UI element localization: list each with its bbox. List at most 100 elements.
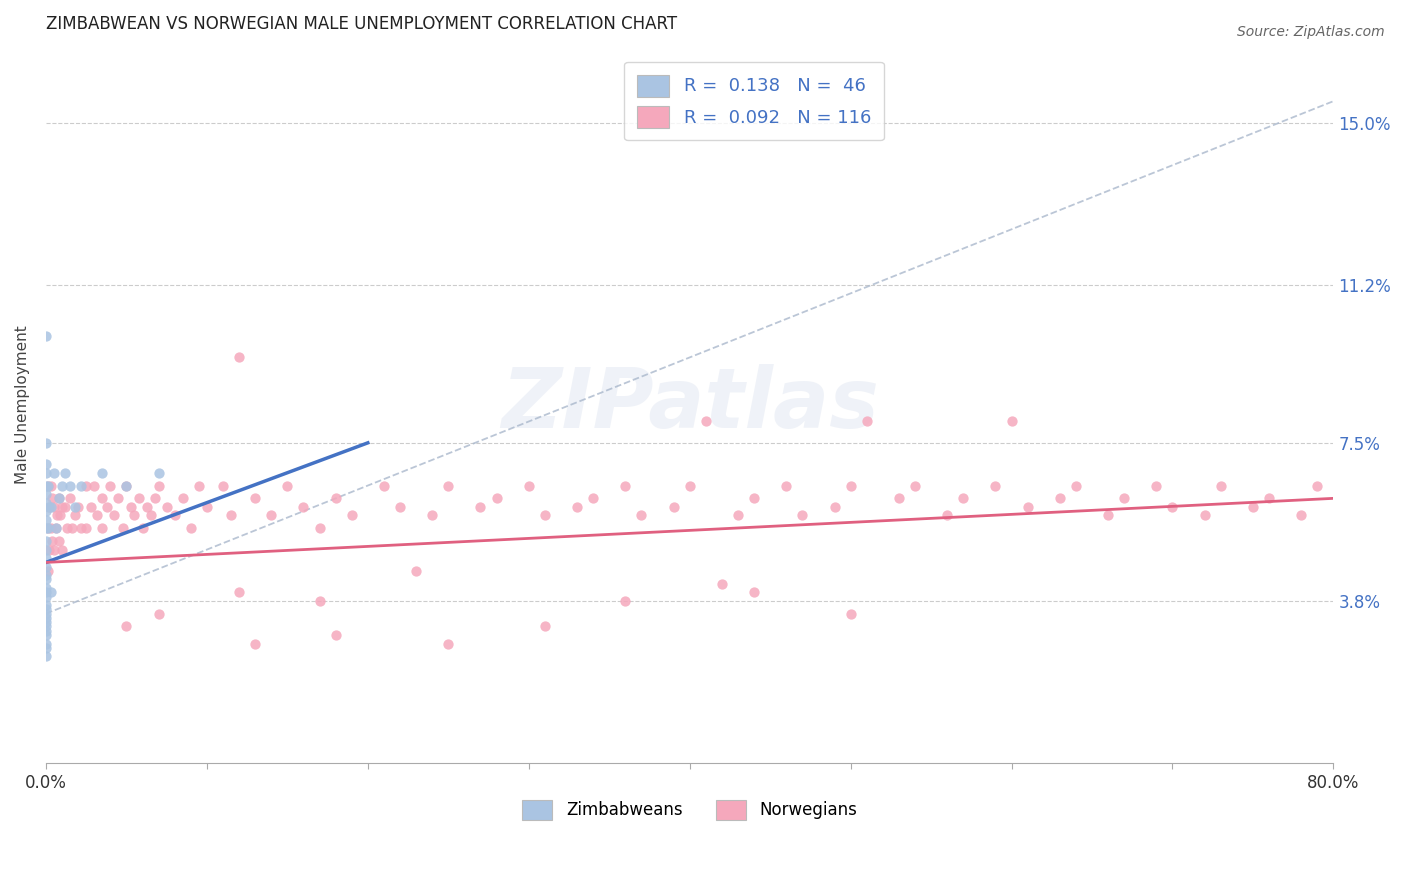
Point <box>887 491 910 506</box>
Point <box>139 508 162 523</box>
Point <box>742 491 765 506</box>
Point <box>35 581 58 595</box>
Point <box>35 649 58 664</box>
Point <box>35 585 58 599</box>
Point <box>420 508 443 523</box>
Point <box>98 478 121 492</box>
Point <box>517 478 540 492</box>
Point <box>1209 478 1232 492</box>
Point <box>485 491 508 506</box>
Point <box>1241 500 1264 514</box>
Point <box>45 521 67 535</box>
Point <box>115 478 138 492</box>
Point <box>39 521 62 535</box>
Point <box>148 466 170 480</box>
Point <box>42 500 65 514</box>
Point <box>228 351 250 365</box>
Point <box>775 478 797 492</box>
Point <box>35 329 58 343</box>
Point <box>35 624 58 638</box>
Point <box>276 478 298 492</box>
Text: ZIPatlas: ZIPatlas <box>501 364 879 445</box>
Point <box>839 607 862 621</box>
Point <box>48 491 70 506</box>
Point <box>373 478 395 492</box>
Point <box>148 607 170 621</box>
Point <box>308 594 330 608</box>
Point <box>952 491 974 506</box>
Point <box>63 508 86 523</box>
Point <box>308 521 330 535</box>
Text: Source: ZipAtlas.com: Source: ZipAtlas.com <box>1237 25 1385 39</box>
Point <box>148 478 170 492</box>
Point <box>405 564 427 578</box>
Point <box>103 508 125 523</box>
Point <box>1114 491 1136 506</box>
Point <box>91 521 114 535</box>
Point <box>35 534 58 549</box>
Point <box>38 500 60 514</box>
Legend: Zimbabweans, Norwegians: Zimbabweans, Norwegians <box>516 793 863 827</box>
Point <box>59 491 82 506</box>
Point <box>35 615 58 630</box>
Point <box>115 619 138 633</box>
Point <box>80 500 103 514</box>
Point <box>340 508 363 523</box>
Point <box>37 564 59 578</box>
Point <box>35 607 58 621</box>
Point <box>839 478 862 492</box>
Point <box>83 478 105 492</box>
Point <box>48 491 70 506</box>
Point <box>112 521 135 535</box>
Point <box>35 590 58 604</box>
Point <box>35 521 58 535</box>
Point <box>742 585 765 599</box>
Point <box>1258 491 1281 506</box>
Point <box>39 478 62 492</box>
Point <box>710 576 733 591</box>
Point <box>63 500 86 514</box>
Point <box>904 478 927 492</box>
Point <box>260 508 283 523</box>
Point <box>35 619 58 633</box>
Text: ZIMBABWEAN VS NORWEGIAN MALE UNEMPLOYMENT CORRELATION CHART: ZIMBABWEAN VS NORWEGIAN MALE UNEMPLOYMEN… <box>46 15 678 33</box>
Point <box>1144 478 1167 492</box>
Point <box>437 478 460 492</box>
Point <box>59 478 82 492</box>
Point <box>534 508 557 523</box>
Point <box>325 491 347 506</box>
Point <box>37 478 59 492</box>
Point <box>48 534 70 549</box>
Point <box>124 508 146 523</box>
Point <box>107 491 129 506</box>
Point <box>243 636 266 650</box>
Point <box>695 415 717 429</box>
Point <box>35 551 58 566</box>
Point <box>180 521 202 535</box>
Point <box>75 521 97 535</box>
Point <box>679 478 702 492</box>
Point <box>1064 478 1087 492</box>
Point <box>470 500 492 514</box>
Point <box>984 478 1007 492</box>
Point <box>115 478 138 492</box>
Point <box>1161 500 1184 514</box>
Point <box>243 491 266 506</box>
Point <box>35 466 58 480</box>
Point <box>51 478 73 492</box>
Point <box>389 500 412 514</box>
Point <box>35 457 58 471</box>
Y-axis label: Male Unemployment: Male Unemployment <box>15 325 30 483</box>
Point <box>38 500 60 514</box>
Point <box>1194 508 1216 523</box>
Point <box>91 466 114 480</box>
Point <box>35 513 58 527</box>
Point <box>35 435 58 450</box>
Point <box>727 508 749 523</box>
Point <box>565 500 588 514</box>
Point <box>39 500 62 514</box>
Point <box>1017 500 1039 514</box>
Point <box>41 491 63 506</box>
Point <box>136 500 159 514</box>
Point <box>131 521 153 535</box>
